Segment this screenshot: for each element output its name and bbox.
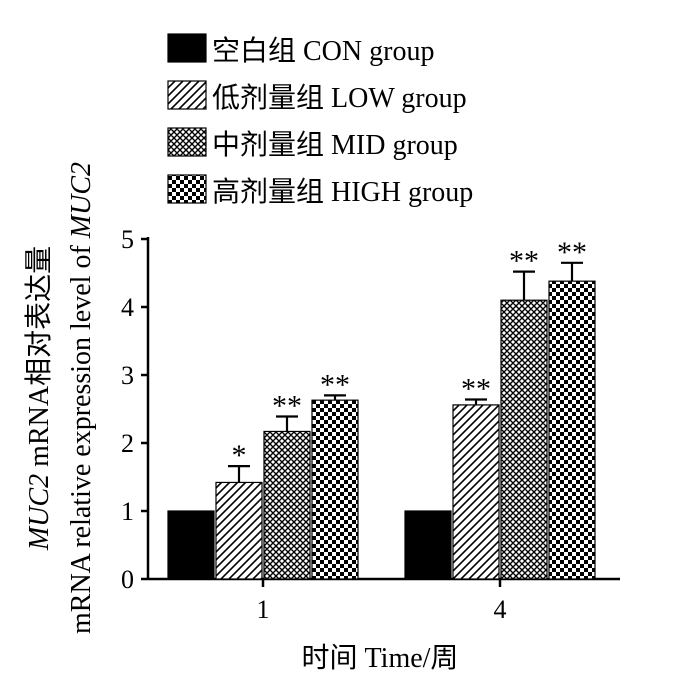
significance-mark: ** <box>461 372 491 405</box>
legend-label: 低剂量组 LOW group <box>212 82 467 114</box>
significance-mark: ** <box>272 389 302 422</box>
y-axis-title-line2-italic: MUC2 <box>66 162 97 239</box>
x-axis-title: 时间 Time/周 <box>302 642 459 674</box>
bar <box>500 299 548 580</box>
legend-label: 高剂量组 HIGH group <box>212 176 473 208</box>
significance-mark: * <box>232 439 247 472</box>
bar <box>263 430 311 580</box>
x-tick-label: 1 <box>257 595 270 624</box>
legend-swatch <box>167 127 207 157</box>
bar <box>548 280 596 580</box>
bar <box>167 510 215 580</box>
y-axis-title-line1-rest: mRNA相对表达量 <box>23 246 55 474</box>
bar <box>311 399 359 580</box>
bar <box>452 404 500 580</box>
bar <box>215 481 263 580</box>
bars-layer: ***** **** ** <box>167 236 596 580</box>
legend-swatch <box>167 80 207 110</box>
significance-mark: ** <box>509 245 539 278</box>
y-axis-title-line2: mRNA relative expression level of MUC2 <box>66 162 97 634</box>
significance-mark: ** <box>557 236 587 269</box>
y-axis-title-line1-italic: MUC2 <box>24 474 55 551</box>
y-axis-title-line1: MUC2 mRNA相对表达量 <box>23 246 55 551</box>
y-axis-title-line2-rest: mRNA relative expression level of <box>66 238 97 634</box>
significance-mark: ** <box>320 368 350 401</box>
y-tick-label: 3 <box>121 361 134 390</box>
x-tick-label: 4 <box>494 595 507 624</box>
y-tick-label: 4 <box>121 293 134 322</box>
legend: 空白组 CON group 低剂量组 LOW group 中剂量组 MID grou… <box>167 33 473 208</box>
y-tick-label: 2 <box>121 429 134 458</box>
y-tick-label: 1 <box>121 497 134 526</box>
legend-swatch <box>167 174 207 204</box>
legend-label: 中剂量组 MID group <box>212 129 458 161</box>
y-tick-label: 5 <box>121 225 134 254</box>
y-tick-label: 0 <box>121 565 134 594</box>
legend-label: 空白组 CON group <box>212 35 434 67</box>
legend-swatch <box>167 33 207 63</box>
bar <box>404 510 452 580</box>
